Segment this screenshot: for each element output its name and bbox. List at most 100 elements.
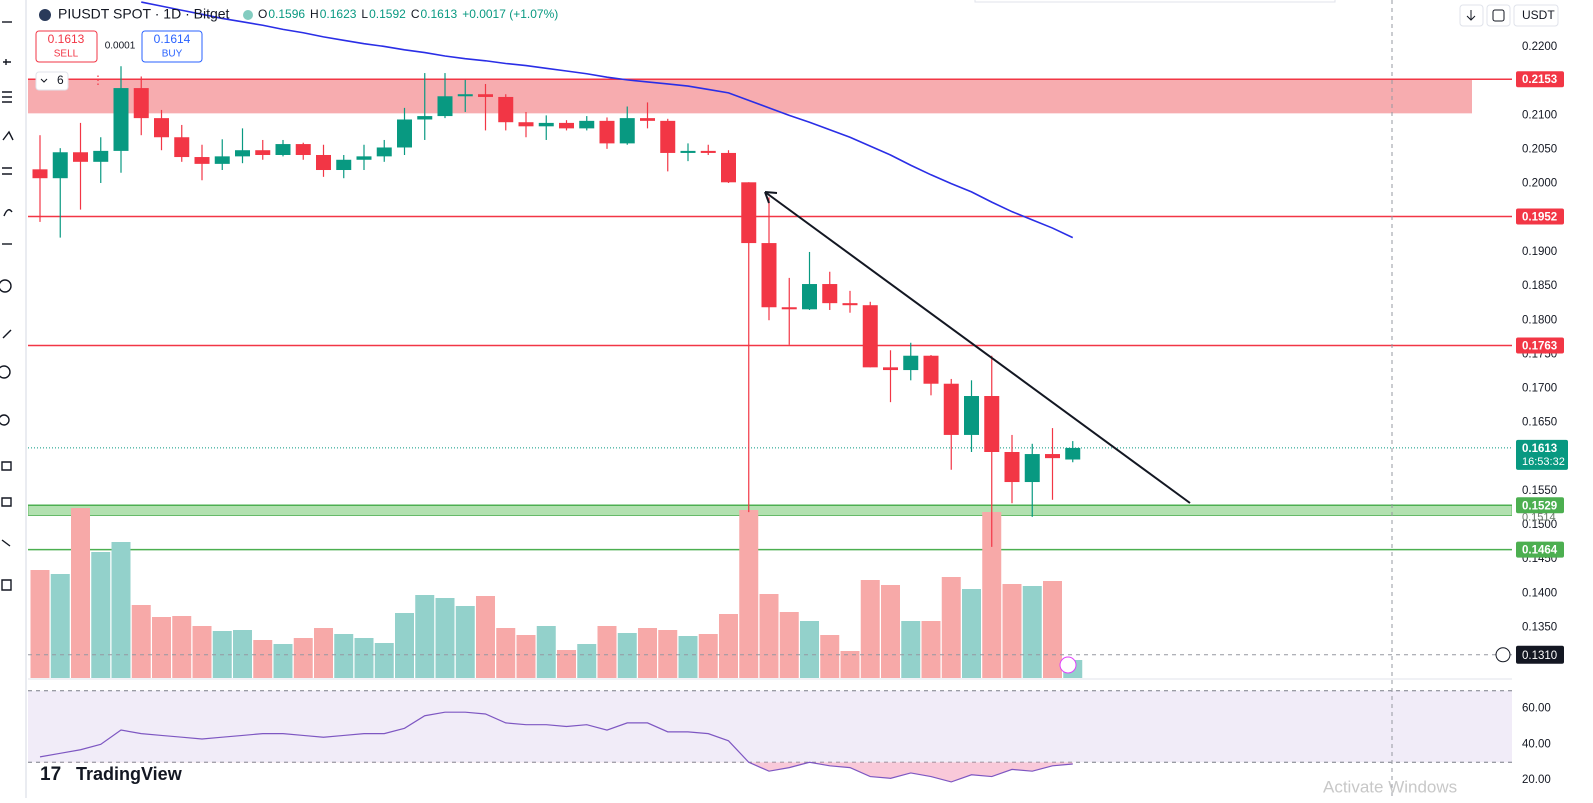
candle-body[interactable] xyxy=(741,182,757,244)
level-tag xyxy=(1516,337,1564,354)
candle-body[interactable] xyxy=(457,94,473,97)
level-tag-label: 0.1464 xyxy=(1522,545,1558,557)
brand-name: TradingView xyxy=(76,764,183,784)
candle-body[interactable] xyxy=(235,150,250,157)
candle-body[interactable] xyxy=(883,367,898,371)
candle-body[interactable] xyxy=(174,137,190,158)
candle-body[interactable] xyxy=(52,152,68,179)
candle-body[interactable] xyxy=(133,88,149,119)
currency-button[interactable] xyxy=(1513,4,1559,27)
volume-bar xyxy=(881,585,900,678)
candle-body[interactable] xyxy=(680,150,696,153)
volume-bar xyxy=(941,577,961,678)
candle-body[interactable] xyxy=(700,150,716,153)
candle-body[interactable] xyxy=(1065,447,1081,460)
candle-body[interactable] xyxy=(1045,454,1060,459)
candle-body[interactable] xyxy=(336,159,352,171)
candle-body[interactable] xyxy=(599,120,615,144)
candle-body[interactable] xyxy=(781,307,797,310)
volume-bar xyxy=(50,574,70,678)
level-tag-label: 0.1952 xyxy=(1522,211,1557,223)
candle-body[interactable] xyxy=(32,169,48,179)
buy-button[interactable] xyxy=(141,30,203,63)
candle-body[interactable] xyxy=(559,122,574,129)
tool-icon[interactable] xyxy=(1,461,12,471)
candle-body[interactable] xyxy=(721,152,736,183)
tool-icon[interactable] xyxy=(2,130,14,141)
top-controls: USDT xyxy=(1459,4,1559,27)
more-menu[interactable]: ⋮ xyxy=(92,73,104,87)
candle-body[interactable] xyxy=(316,154,331,171)
rsi-line xyxy=(39,711,1073,783)
candle-body[interactable] xyxy=(478,94,493,97)
symbol[interactable]: PIUSDT SPOT · 1D · Bitget xyxy=(58,6,230,22)
candle-body[interactable] xyxy=(984,396,1000,452)
candle-body[interactable] xyxy=(214,156,230,164)
candle-body[interactable] xyxy=(822,284,838,304)
candle-body[interactable] xyxy=(802,284,817,310)
change: +0.0017 (+1.07%) xyxy=(462,7,558,21)
candle-body[interactable] xyxy=(417,116,433,120)
candle-body[interactable] xyxy=(113,88,129,151)
y-tick-label: 0.1650 xyxy=(1522,417,1557,429)
candle-body[interactable] xyxy=(498,96,514,123)
tool-icon[interactable] xyxy=(2,91,12,103)
tool-icon[interactable] xyxy=(2,167,12,175)
sell-button[interactable] xyxy=(35,30,98,63)
trend-line[interactable] xyxy=(764,191,1191,504)
volume-bar xyxy=(435,598,455,678)
volume-bar xyxy=(678,636,698,678)
indicator-toggle[interactable] xyxy=(35,71,69,91)
tool-icon[interactable] xyxy=(0,279,12,293)
buy-label: BUY xyxy=(162,49,183,60)
candle-body[interactable] xyxy=(397,119,412,148)
candle-body[interactable] xyxy=(964,396,979,435)
volume-bar xyxy=(314,628,333,678)
tool-icon[interactable] xyxy=(2,329,12,339)
tool-icon[interactable] xyxy=(3,59,11,65)
candle-body[interactable] xyxy=(1024,454,1040,483)
candle-body[interactable] xyxy=(73,152,88,162)
ohlc-value: 0.1613 xyxy=(420,7,457,21)
y-tick-label: 0.2000 xyxy=(1522,178,1557,190)
rsi-oversold-fill xyxy=(748,762,1073,782)
tool-icon[interactable] xyxy=(1,579,12,591)
y-tick-label: 0.1800 xyxy=(1522,314,1557,326)
candle-body[interactable] xyxy=(255,150,271,155)
candle-body[interactable] xyxy=(579,120,595,129)
candle-body[interactable] xyxy=(943,383,959,435)
candle-body[interactable] xyxy=(437,96,453,117)
volume-bar xyxy=(800,621,819,678)
candle-body[interactable] xyxy=(538,122,554,127)
candle-body[interactable] xyxy=(376,147,392,157)
candle-body[interactable] xyxy=(295,144,311,155)
tool-icon[interactable] xyxy=(0,414,10,426)
candle-body[interactable] xyxy=(761,243,777,308)
volume-bar xyxy=(739,510,759,678)
candle-body[interactable] xyxy=(93,150,109,162)
candle-body[interactable] xyxy=(862,305,878,368)
candle-body[interactable] xyxy=(640,118,655,121)
candle-body[interactable] xyxy=(923,355,939,384)
candle-body[interactable] xyxy=(275,144,291,155)
candle-body[interactable] xyxy=(660,120,676,153)
level-tag xyxy=(1516,497,1564,514)
fullscreen-button[interactable] xyxy=(1486,4,1511,27)
tool-icon[interactable] xyxy=(1,539,11,547)
tool-icon[interactable] xyxy=(1,497,12,507)
spread: 0.0001 xyxy=(105,41,136,52)
tool-icon[interactable] xyxy=(3,209,13,217)
candle-body[interactable] xyxy=(903,355,919,371)
candle-body[interactable] xyxy=(356,156,372,160)
candle-body[interactable] xyxy=(518,122,534,127)
tool-icon[interactable] xyxy=(0,365,11,379)
market-status xyxy=(243,10,253,20)
candle-body[interactable] xyxy=(194,157,210,164)
candle-body[interactable] xyxy=(154,118,169,138)
candle-body[interactable] xyxy=(619,118,635,144)
alert-icon[interactable] xyxy=(1059,656,1077,674)
add-alert-button[interactable] xyxy=(1495,647,1511,663)
left-toolbar xyxy=(0,0,27,798)
candle-body[interactable] xyxy=(1004,452,1020,483)
candle-body[interactable] xyxy=(842,303,858,306)
